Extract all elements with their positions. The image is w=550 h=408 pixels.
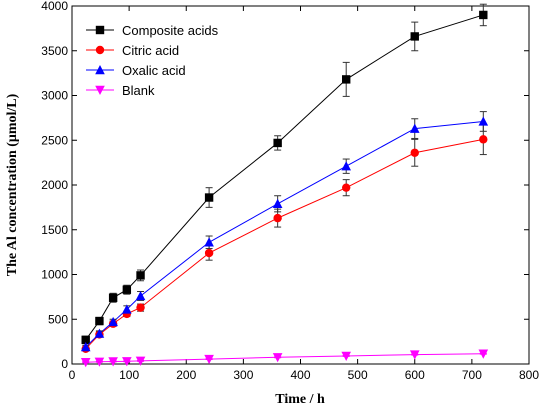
x-tick-label: 800	[519, 368, 539, 382]
legend-label: Citric acid	[122, 43, 179, 58]
series-line	[85, 14, 484, 341]
x-axis-title: Time / h	[275, 392, 325, 407]
y-tick-label: 3000	[41, 89, 68, 103]
data-point	[272, 198, 283, 208]
data-point	[342, 183, 351, 192]
x-tick-label: 100	[119, 368, 139, 382]
data-point	[122, 285, 132, 294]
data-point	[95, 316, 104, 326]
data-point	[108, 357, 118, 367]
y-axis-title: The Al concentration (μmol/L)	[5, 93, 20, 276]
axis-ticks: 0 100 200 300 400 500 600 700 800 0 500 1000 1500 200…	[41, 0, 539, 382]
data-point	[135, 290, 146, 301]
x-tick-label: 300	[233, 368, 253, 382]
legend-item: Composite acids	[86, 23, 219, 38]
data-point	[273, 138, 282, 148]
series-citric-acid	[81, 123, 488, 353]
data-point	[409, 123, 420, 133]
data-point	[136, 271, 145, 280]
y-tick-label: 0	[61, 357, 68, 371]
legend-marker	[95, 45, 105, 55]
data-point	[108, 316, 118, 327]
legend-marker	[95, 25, 105, 35]
x-tick-label: 600	[405, 368, 425, 382]
data-point	[122, 304, 132, 314]
data-point	[341, 351, 351, 361]
series-blank	[80, 349, 489, 368]
series-composite-acids	[81, 3, 488, 345]
series-oxalic-acid	[80, 111, 489, 352]
legend-marker	[95, 85, 105, 95]
legend-label: Blank	[122, 83, 155, 98]
data-point	[204, 193, 214, 202]
data-point	[81, 335, 90, 345]
legend-item: Blank	[86, 83, 155, 98]
y-tick-label: 4000	[41, 0, 68, 13]
x-tick-label: 0	[69, 368, 76, 382]
y-tick-label: 3500	[41, 44, 68, 58]
data-point	[479, 10, 488, 20]
y-tick-label: 500	[48, 312, 68, 326]
data-point	[342, 75, 351, 84]
y-tick-label: 2000	[41, 178, 68, 192]
data-point	[136, 303, 145, 312]
legend-label: Composite acids	[122, 23, 219, 38]
data-point	[204, 354, 214, 365]
x-tick-label: 500	[348, 368, 368, 382]
data-point	[204, 248, 214, 258]
legend-marker	[95, 65, 105, 75]
data-point	[478, 349, 489, 359]
series-line	[85, 138, 484, 350]
data-point	[410, 148, 419, 157]
data-point	[80, 358, 91, 368]
series-layer	[80, 3, 489, 368]
legend-item: Citric acid	[86, 43, 179, 58]
data-point	[409, 350, 420, 360]
x-tick-label: 200	[176, 368, 196, 382]
y-tick-label: 2500	[41, 133, 68, 147]
data-point	[122, 357, 132, 367]
x-tick-label: 700	[462, 368, 482, 382]
series-line	[85, 120, 484, 348]
data-point	[410, 32, 419, 41]
data-point	[478, 116, 489, 126]
legend-label: Oxalic acid	[122, 63, 186, 78]
y-tick-label: 1500	[41, 223, 68, 237]
series-line	[85, 353, 484, 363]
data-point	[272, 353, 283, 363]
y-tick-label: 1000	[41, 268, 68, 282]
data-point	[94, 357, 105, 367]
data-point	[273, 213, 282, 223]
data-point	[94, 328, 105, 338]
data-point	[204, 237, 214, 247]
data-point	[80, 341, 91, 352]
data-point	[108, 293, 118, 302]
data-point	[341, 161, 351, 171]
legend: Composite acids Citric acid Oxalic acid Bla…	[86, 23, 219, 98]
x-tick-label: 400	[290, 368, 310, 382]
data-point	[479, 135, 488, 144]
data-point	[135, 356, 146, 366]
legend-item: Oxalic acid	[86, 63, 186, 78]
